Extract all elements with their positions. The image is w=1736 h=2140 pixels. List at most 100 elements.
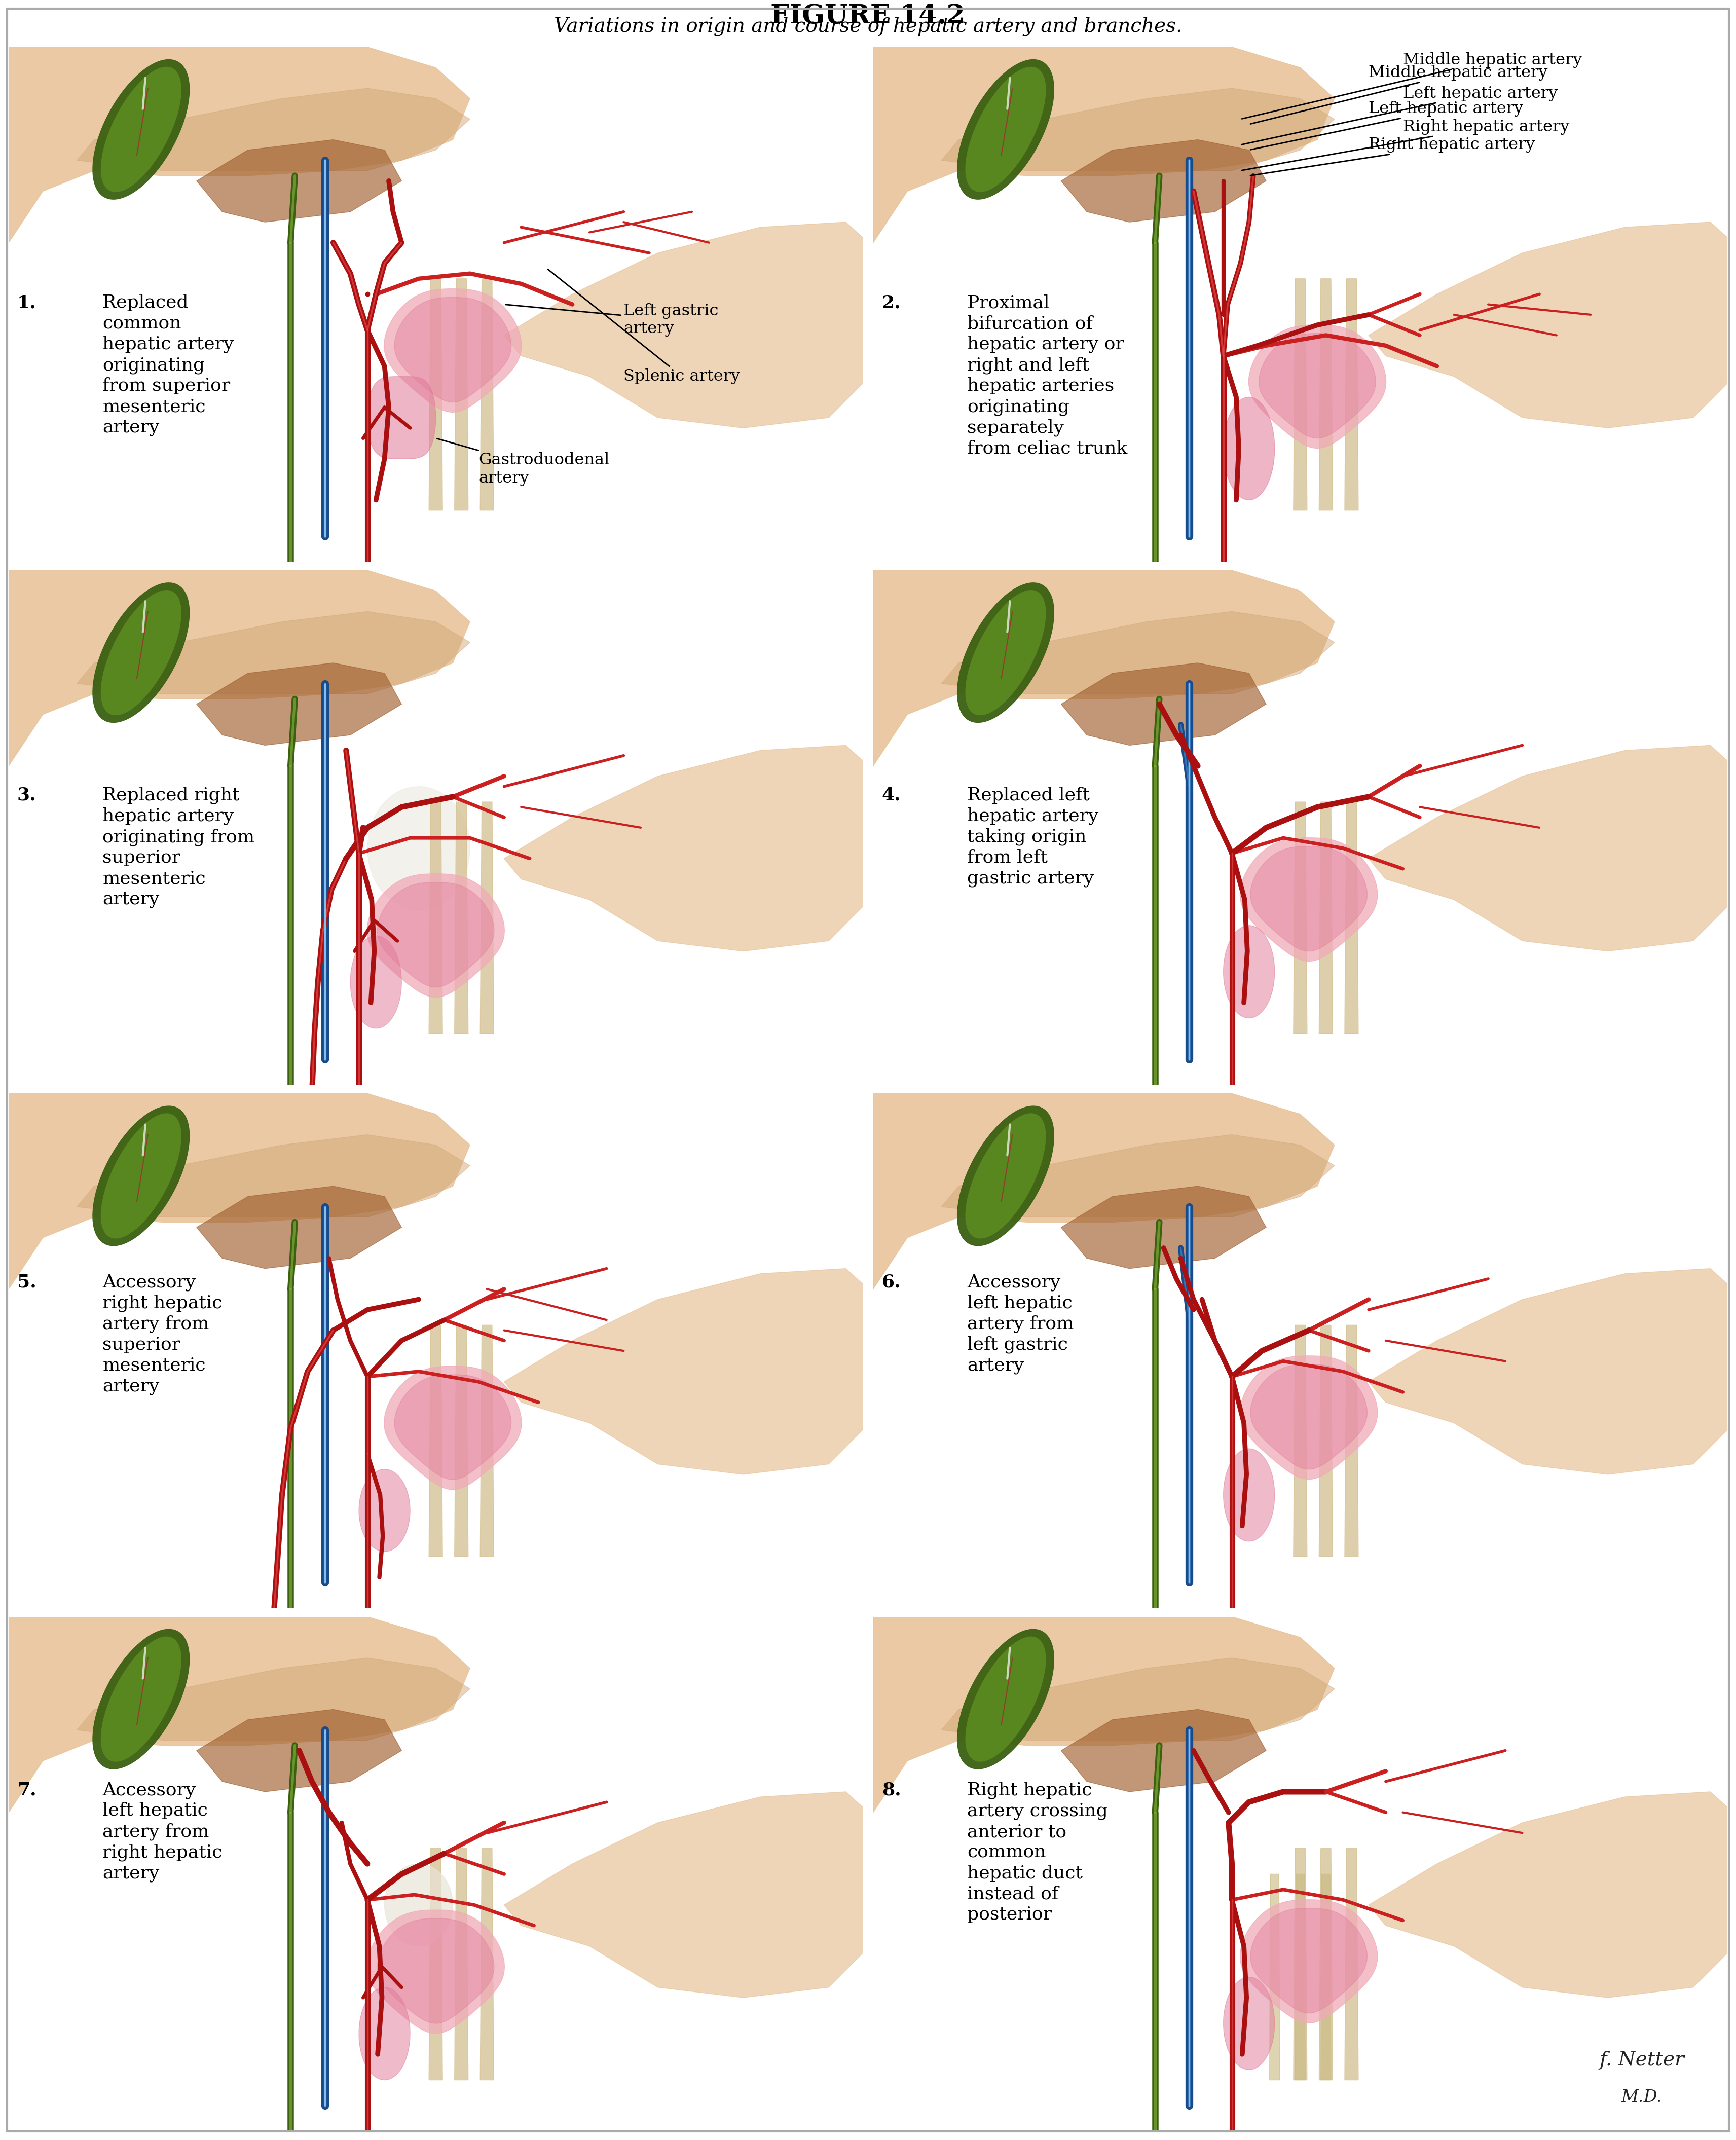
Polygon shape: [76, 612, 470, 693]
Polygon shape: [965, 1637, 1045, 1761]
Text: Left hepatic artery: Left hepatic artery: [1250, 101, 1522, 150]
Polygon shape: [429, 1325, 443, 1556]
Text: Replaced
common
hepatic artery
originating
from superior
mesenteric
artery: Replaced common hepatic artery originati…: [102, 293, 234, 437]
Polygon shape: [455, 1849, 469, 2080]
Text: Gastroduodenal
artery: Gastroduodenal artery: [437, 439, 609, 486]
Polygon shape: [1293, 1325, 1307, 1556]
Polygon shape: [481, 1325, 493, 1556]
Polygon shape: [1061, 663, 1266, 745]
Polygon shape: [394, 297, 512, 402]
Polygon shape: [455, 278, 469, 509]
Polygon shape: [9, 1083, 470, 1288]
Polygon shape: [941, 612, 1335, 693]
Polygon shape: [1345, 1325, 1358, 1556]
Polygon shape: [377, 1917, 495, 2024]
Polygon shape: [92, 1106, 189, 1245]
Polygon shape: [957, 1106, 1054, 1245]
Text: f. Netter: f. Netter: [1599, 2050, 1684, 2069]
Text: 6.: 6.: [882, 1273, 901, 1290]
Text: Proximal
bifurcation of
hepatic artery or
right and left
hepatic arteries
origin: Proximal bifurcation of hepatic artery o…: [967, 293, 1127, 458]
Polygon shape: [1240, 1900, 1378, 2022]
Polygon shape: [965, 66, 1045, 193]
Polygon shape: [1061, 1186, 1266, 1269]
Polygon shape: [873, 561, 1335, 766]
Polygon shape: [9, 561, 470, 766]
Polygon shape: [455, 802, 469, 1034]
Polygon shape: [196, 1710, 401, 1791]
Polygon shape: [1250, 845, 1368, 950]
Text: Left hepatic artery: Left hepatic artery: [1241, 86, 1557, 146]
Polygon shape: [957, 582, 1054, 723]
Text: Accessory
left hepatic
artery from
left gastric
artery: Accessory left hepatic artery from left …: [967, 1273, 1075, 1374]
Polygon shape: [359, 1988, 410, 2080]
Polygon shape: [384, 289, 521, 413]
Polygon shape: [1061, 1710, 1266, 1791]
Text: 2.: 2.: [882, 293, 901, 310]
Polygon shape: [101, 591, 181, 715]
Polygon shape: [1368, 223, 1736, 428]
Polygon shape: [1248, 325, 1385, 447]
Polygon shape: [1345, 802, 1358, 1034]
Polygon shape: [92, 60, 189, 199]
Polygon shape: [965, 591, 1045, 715]
Polygon shape: [965, 1113, 1045, 1239]
Polygon shape: [1293, 802, 1307, 1034]
Polygon shape: [359, 1470, 410, 1552]
Text: 7.: 7.: [17, 1780, 36, 1800]
Polygon shape: [503, 223, 880, 428]
Polygon shape: [1368, 1791, 1736, 1997]
Polygon shape: [873, 1083, 1335, 1288]
Polygon shape: [429, 1849, 443, 2080]
Text: Splenic artery: Splenic artery: [549, 270, 740, 385]
Polygon shape: [101, 66, 181, 193]
Polygon shape: [873, 1607, 1335, 1813]
Polygon shape: [9, 1607, 470, 1813]
Polygon shape: [957, 1629, 1054, 1770]
Polygon shape: [101, 1113, 181, 1239]
Polygon shape: [394, 1374, 512, 1479]
Polygon shape: [503, 745, 880, 950]
Polygon shape: [9, 36, 470, 242]
Polygon shape: [196, 139, 401, 223]
Polygon shape: [481, 278, 493, 509]
Polygon shape: [1240, 837, 1378, 961]
Text: 3.: 3.: [17, 788, 36, 805]
Text: 4.: 4.: [882, 788, 901, 805]
Polygon shape: [941, 1134, 1335, 1218]
Polygon shape: [1061, 139, 1266, 223]
Polygon shape: [1293, 278, 1307, 509]
Text: Variations in origin and course of hepatic artery and branches.: Variations in origin and course of hepat…: [554, 17, 1182, 36]
Polygon shape: [941, 1659, 1335, 1740]
Polygon shape: [429, 278, 443, 509]
Text: FIGURE 14.2: FIGURE 14.2: [771, 2, 965, 30]
Polygon shape: [76, 88, 470, 171]
Polygon shape: [957, 60, 1054, 199]
Polygon shape: [366, 873, 505, 997]
Polygon shape: [1345, 278, 1358, 509]
Polygon shape: [481, 802, 493, 1034]
Text: Replaced left
hepatic artery
taking origin
from left
gastric artery: Replaced left hepatic artery taking orig…: [967, 788, 1099, 888]
Polygon shape: [366, 1909, 505, 2033]
Text: 5.: 5.: [17, 1273, 36, 1290]
Polygon shape: [429, 802, 443, 1034]
Polygon shape: [1224, 398, 1274, 501]
Polygon shape: [1259, 334, 1377, 439]
Text: Right hepatic artery: Right hepatic artery: [1250, 137, 1535, 175]
Text: Left gastric
artery: Left gastric artery: [505, 304, 719, 336]
Polygon shape: [1321, 1875, 1332, 2080]
Polygon shape: [481, 1849, 493, 2080]
Polygon shape: [1368, 1269, 1736, 1474]
Polygon shape: [873, 36, 1335, 242]
Polygon shape: [1319, 1849, 1333, 2080]
Polygon shape: [1319, 802, 1333, 1034]
Text: M.D.: M.D.: [1621, 2089, 1663, 2106]
Text: Middle hepatic artery: Middle hepatic artery: [1250, 64, 1549, 124]
Text: 1.: 1.: [17, 293, 36, 310]
Polygon shape: [368, 788, 470, 910]
Text: Accessory
left hepatic
artery from
right hepatic
artery: Accessory left hepatic artery from right…: [102, 1780, 222, 1881]
Text: Right hepatic artery: Right hepatic artery: [1241, 120, 1569, 171]
Polygon shape: [385, 1864, 453, 1945]
Text: Replaced right
hepatic artery
originating from
superior
mesenteric
artery: Replaced right hepatic artery originatin…: [102, 788, 255, 907]
Polygon shape: [1224, 1449, 1274, 1541]
Polygon shape: [1224, 1977, 1274, 2069]
